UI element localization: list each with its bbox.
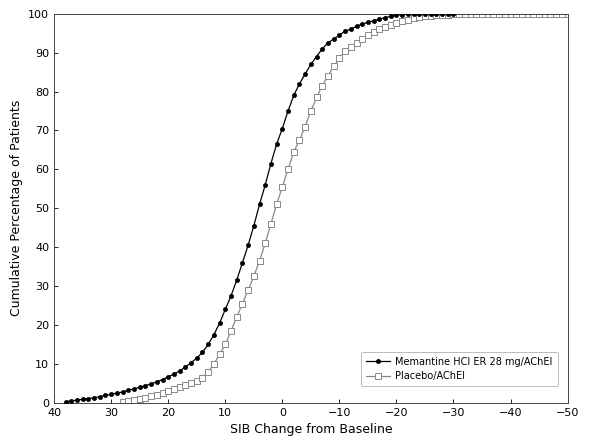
Placebo/AChEI — [564, 11, 571, 17]
Placebo/AChEI — [119, 399, 126, 405]
Legend: Memantine HCI ER 28 mg/AChEI, Placebo/AChEI: Memantine HCI ER 28 mg/AChEI, Placebo/AC… — [361, 352, 558, 386]
Memantine HCI ER 28 mg/AChEI — [410, 11, 417, 17]
Placebo/AChEI — [296, 137, 303, 143]
Memantine HCI ER 28 mg/AChEI — [450, 11, 457, 17]
Line: Memantine HCI ER 28 mg/AChEI: Memantine HCI ER 28 mg/AChEI — [64, 12, 455, 404]
X-axis label: SIB Change from Baseline: SIB Change from Baseline — [230, 423, 392, 436]
Placebo/AChEI — [302, 124, 309, 129]
Memantine HCI ER 28 mg/AChEI — [187, 360, 194, 365]
Memantine HCI ER 28 mg/AChEI — [136, 384, 143, 390]
Memantine HCI ER 28 mg/AChEI — [62, 399, 69, 405]
Memantine HCI ER 28 mg/AChEI — [91, 395, 98, 401]
Y-axis label: Cumulative Percentage of Patients: Cumulative Percentage of Patients — [10, 100, 23, 316]
Placebo/AChEI — [490, 11, 497, 17]
Memantine HCI ER 28 mg/AChEI — [193, 355, 200, 361]
Placebo/AChEI — [376, 27, 383, 32]
Line: Placebo/AChEI: Placebo/AChEI — [120, 11, 570, 405]
Placebo/AChEI — [239, 301, 246, 306]
Placebo/AChEI — [444, 12, 451, 17]
Memantine HCI ER 28 mg/AChEI — [284, 108, 292, 114]
Placebo/AChEI — [227, 328, 234, 334]
Memantine HCI ER 28 mg/AChEI — [444, 11, 451, 17]
